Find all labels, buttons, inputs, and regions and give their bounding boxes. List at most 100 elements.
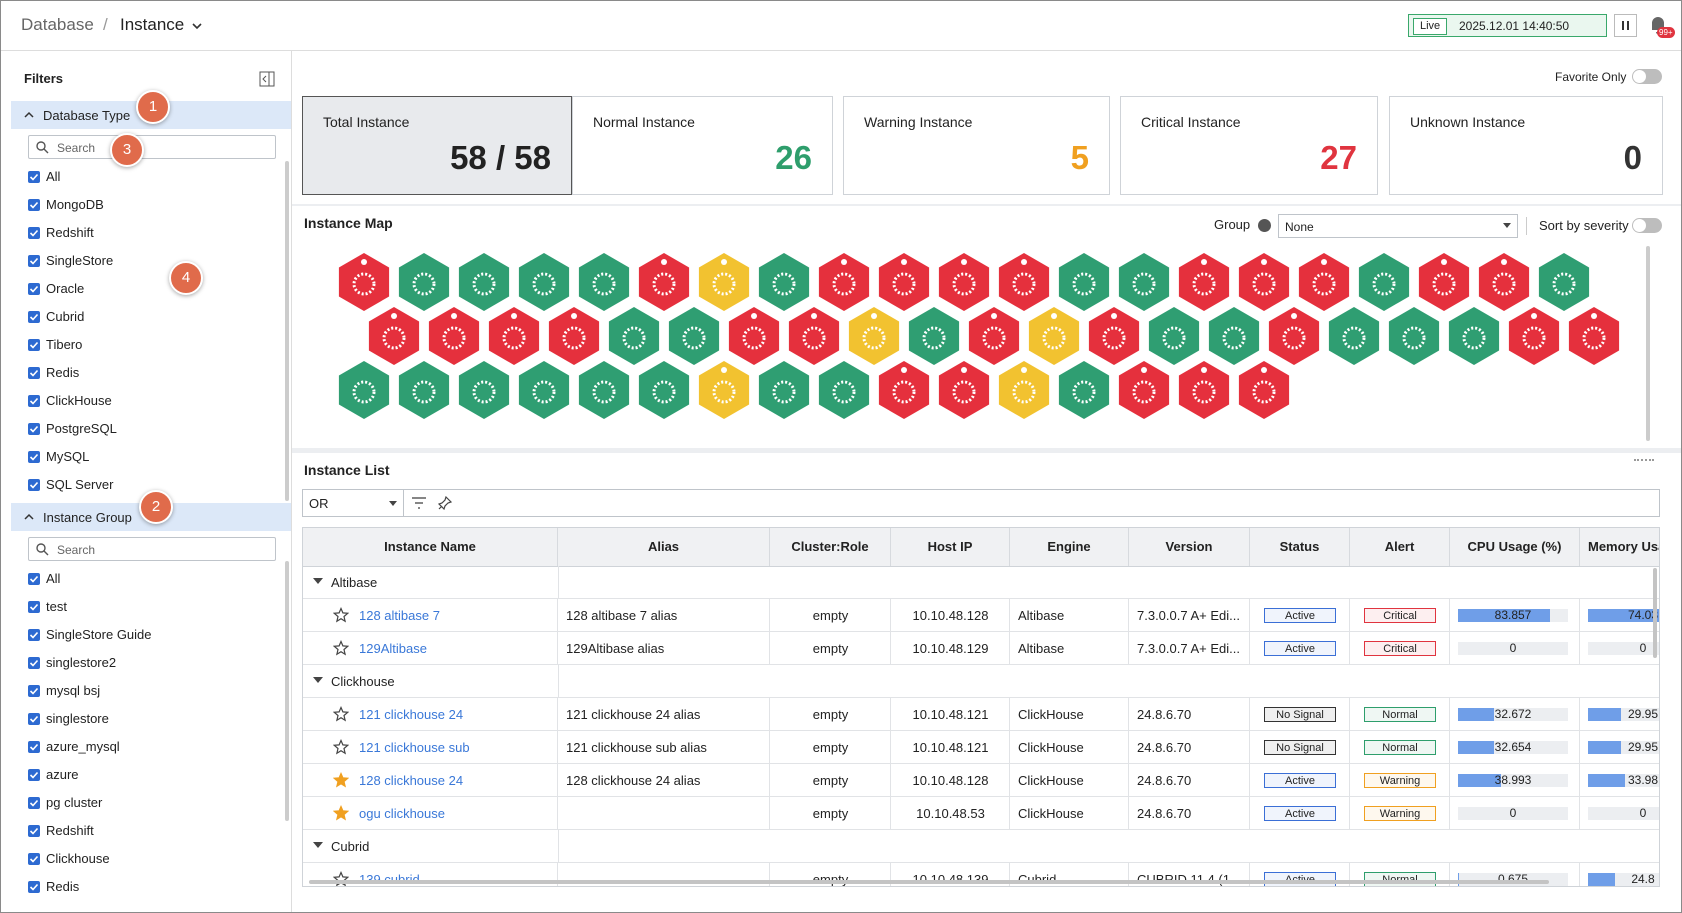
- column-header[interactable]: Cluster:Role: [770, 528, 891, 566]
- checkbox[interactable]: [28, 685, 40, 697]
- instance-hex[interactable]: [849, 307, 899, 365]
- summary-card[interactable]: Unknown Instance0: [1389, 96, 1663, 195]
- scrollbar[interactable]: [285, 161, 289, 501]
- checkbox[interactable]: [28, 423, 40, 435]
- instance-hex[interactable]: [1539, 253, 1589, 311]
- group-select[interactable]: None: [1278, 214, 1518, 238]
- dropdown-chevron[interactable]: [191, 20, 203, 32]
- instance-hex[interactable]: [1239, 361, 1289, 419]
- table-row[interactable]: 121 clickhouse sub121 clickhouse sub ali…: [303, 731, 1660, 764]
- instance-hex[interactable]: [1329, 307, 1379, 365]
- filter-option[interactable]: test: [46, 599, 67, 614]
- instance-hex[interactable]: [519, 253, 569, 311]
- more-menu[interactable]: [1634, 459, 1654, 471]
- filter-option[interactable]: Redis: [46, 365, 79, 380]
- checkbox[interactable]: [28, 825, 40, 837]
- filter-option[interactable]: azure_mysql: [46, 739, 120, 754]
- column-header[interactable]: Status: [1250, 528, 1350, 566]
- instance-hex[interactable]: [1449, 307, 1499, 365]
- filter-option[interactable]: MySQL: [46, 449, 89, 464]
- checkbox[interactable]: [28, 657, 40, 669]
- instance-hex[interactable]: [1089, 307, 1139, 365]
- instance-hex[interactable]: [1509, 307, 1559, 365]
- filter-option[interactable]: SingleStore Guide: [46, 627, 152, 642]
- instance-hex[interactable]: [579, 361, 629, 419]
- instance-name[interactable]: ogu clickhouse: [359, 806, 445, 821]
- filter-icon[interactable]: [411, 496, 427, 510]
- search-box[interactable]: Search: [28, 135, 276, 159]
- instance-hex[interactable]: [1389, 307, 1439, 365]
- vertical-scrollbar[interactable]: [1653, 568, 1657, 658]
- checkbox[interactable]: [28, 367, 40, 379]
- column-header[interactable]: Engine: [1010, 528, 1129, 566]
- instance-hex[interactable]: [1569, 307, 1619, 365]
- column-header[interactable]: Version: [1129, 528, 1250, 566]
- favorite-star[interactable]: [333, 739, 349, 755]
- instance-hex[interactable]: [519, 361, 569, 419]
- filter-option[interactable]: SingleStore: [46, 253, 113, 268]
- checkbox[interactable]: [28, 283, 40, 295]
- instance-hex[interactable]: [1359, 253, 1409, 311]
- favorite-star[interactable]: [333, 805, 349, 821]
- checkbox[interactable]: [28, 769, 40, 781]
- column-header[interactable]: Alert: [1350, 528, 1450, 566]
- instance-hex[interactable]: [579, 253, 629, 311]
- instance-name[interactable]: 129Altibase: [359, 641, 427, 656]
- column-header[interactable]: Memory Usage (%): [1580, 528, 1660, 566]
- instance-hex[interactable]: [939, 361, 989, 419]
- summary-card[interactable]: Total Instance58 / 58: [302, 96, 572, 195]
- filter-option[interactable]: pg cluster: [46, 795, 102, 810]
- instance-hex[interactable]: [939, 253, 989, 311]
- instance-hex[interactable]: [729, 307, 779, 365]
- instance-hex[interactable]: [459, 253, 509, 311]
- instance-hex[interactable]: [1119, 361, 1169, 419]
- filter-option[interactable]: Tibero: [46, 337, 82, 352]
- group-row[interactable]: Cubrid: [303, 830, 1660, 863]
- instance-hex[interactable]: [999, 253, 1049, 311]
- favorite-star[interactable]: [333, 871, 349, 887]
- instance-hex[interactable]: [819, 361, 869, 419]
- group-row[interactable]: Clickhouse: [303, 665, 1660, 698]
- checkbox[interactable]: [28, 797, 40, 809]
- instance-hex[interactable]: [969, 307, 1019, 365]
- favorite-star[interactable]: [333, 607, 349, 623]
- filter-option[interactable]: All: [46, 169, 60, 184]
- instance-hex[interactable]: [1479, 253, 1529, 311]
- help-icon[interactable]: [1258, 219, 1271, 232]
- summary-card[interactable]: Warning Instance5: [843, 96, 1110, 195]
- search-box[interactable]: Search: [28, 537, 276, 561]
- instance-hex[interactable]: [759, 253, 809, 311]
- instance-hex[interactable]: [669, 307, 719, 365]
- instance-hex[interactable]: [909, 307, 959, 365]
- filter-option[interactable]: Redshift: [46, 823, 94, 838]
- checkbox[interactable]: [28, 311, 40, 323]
- table-row[interactable]: 121 clickhouse 24121 clickhouse 24 alias…: [303, 698, 1660, 731]
- filter-option[interactable]: mysql bsj: [46, 683, 100, 698]
- instance-name[interactable]: 128 altibase 7: [359, 608, 440, 623]
- instance-hex[interactable]: [1209, 307, 1259, 365]
- checkbox[interactable]: [28, 199, 40, 211]
- filter-option[interactable]: ClickHouse: [46, 393, 112, 408]
- summary-card[interactable]: Critical Instance27: [1120, 96, 1378, 195]
- filter-option[interactable]: All: [46, 571, 60, 586]
- instance-hex[interactable]: [549, 307, 599, 365]
- group-row[interactable]: Altibase: [303, 566, 1660, 599]
- filter-option[interactable]: azure: [46, 767, 79, 782]
- filter-option[interactable]: Clickhouse: [46, 851, 110, 866]
- instance-hex[interactable]: [759, 361, 809, 419]
- table-row[interactable]: 129Altibase129Altibase aliasempty10.10.4…: [303, 632, 1660, 665]
- favorite-toggle[interactable]: [1632, 69, 1662, 84]
- instance-hex[interactable]: [399, 253, 449, 311]
- filter-option[interactable]: singlestore: [46, 711, 109, 726]
- instance-hex[interactable]: [1179, 361, 1229, 419]
- table-row[interactable]: 128 clickhouse 24128 clickhouse 24 alias…: [303, 764, 1660, 797]
- column-header[interactable]: Instance Name: [303, 528, 558, 566]
- logic-select[interactable]: OR: [303, 490, 404, 516]
- pause-button[interactable]: [1614, 14, 1637, 37]
- instance-hex[interactable]: [1419, 253, 1469, 311]
- checkbox[interactable]: [28, 881, 40, 893]
- table-row[interactable]: ogu clickhouseempty10.10.48.53ClickHouse…: [303, 797, 1660, 830]
- instance-hex[interactable]: [699, 253, 749, 311]
- filter-option[interactable]: Cubrid: [46, 309, 84, 324]
- instance-hex[interactable]: [819, 253, 869, 311]
